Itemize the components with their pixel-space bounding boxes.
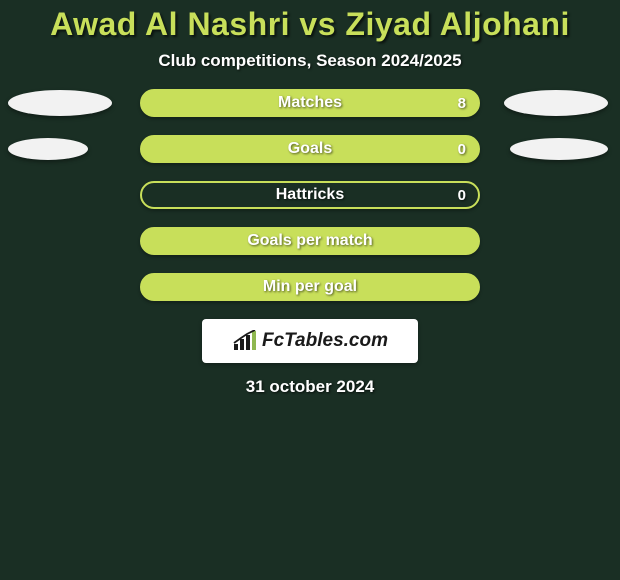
ellipse-left (8, 138, 88, 160)
stat-value: 8 (458, 95, 466, 112)
stat-row: Min per goal (0, 273, 620, 301)
stat-bar: Goals 0 (140, 135, 480, 163)
brand-icon (232, 330, 258, 352)
stat-value: 0 (458, 141, 466, 158)
ellipse-right (510, 138, 608, 160)
stat-label: Goals (288, 140, 332, 158)
stat-bar: Min per goal (140, 273, 480, 301)
subtitle: Club competitions, Season 2024/2025 (0, 51, 620, 71)
stat-row: Goals 0 (0, 135, 620, 163)
stat-row: Hattricks 0 (0, 181, 620, 209)
ellipse-left (8, 90, 112, 116)
stat-rows: Matches 8 Goals 0 Hattricks 0 Goals per match M… (0, 89, 620, 301)
comparison-infographic: Awad Al Nashri vs Ziyad Aljohani Club co… (0, 0, 620, 397)
brand-bars-icon (234, 330, 256, 350)
stat-label: Matches (278, 94, 342, 112)
stat-label: Min per goal (263, 278, 357, 296)
brand-badge: FcTables.com (202, 319, 418, 363)
stat-label: Hattricks (276, 186, 344, 204)
ellipse-right (504, 90, 608, 116)
page-title: Awad Al Nashri vs Ziyad Aljohani (0, 6, 620, 43)
stat-bar: Goals per match (140, 227, 480, 255)
stat-value: 0 (458, 187, 466, 204)
date-text: 31 october 2024 (0, 377, 620, 397)
stat-row: Matches 8 (0, 89, 620, 117)
stat-row: Goals per match (0, 227, 620, 255)
stat-label: Goals per match (247, 232, 372, 250)
stat-bar: Hattricks 0 (140, 181, 480, 209)
brand-text: FcTables.com (262, 330, 388, 352)
stat-bar: Matches 8 (140, 89, 480, 117)
